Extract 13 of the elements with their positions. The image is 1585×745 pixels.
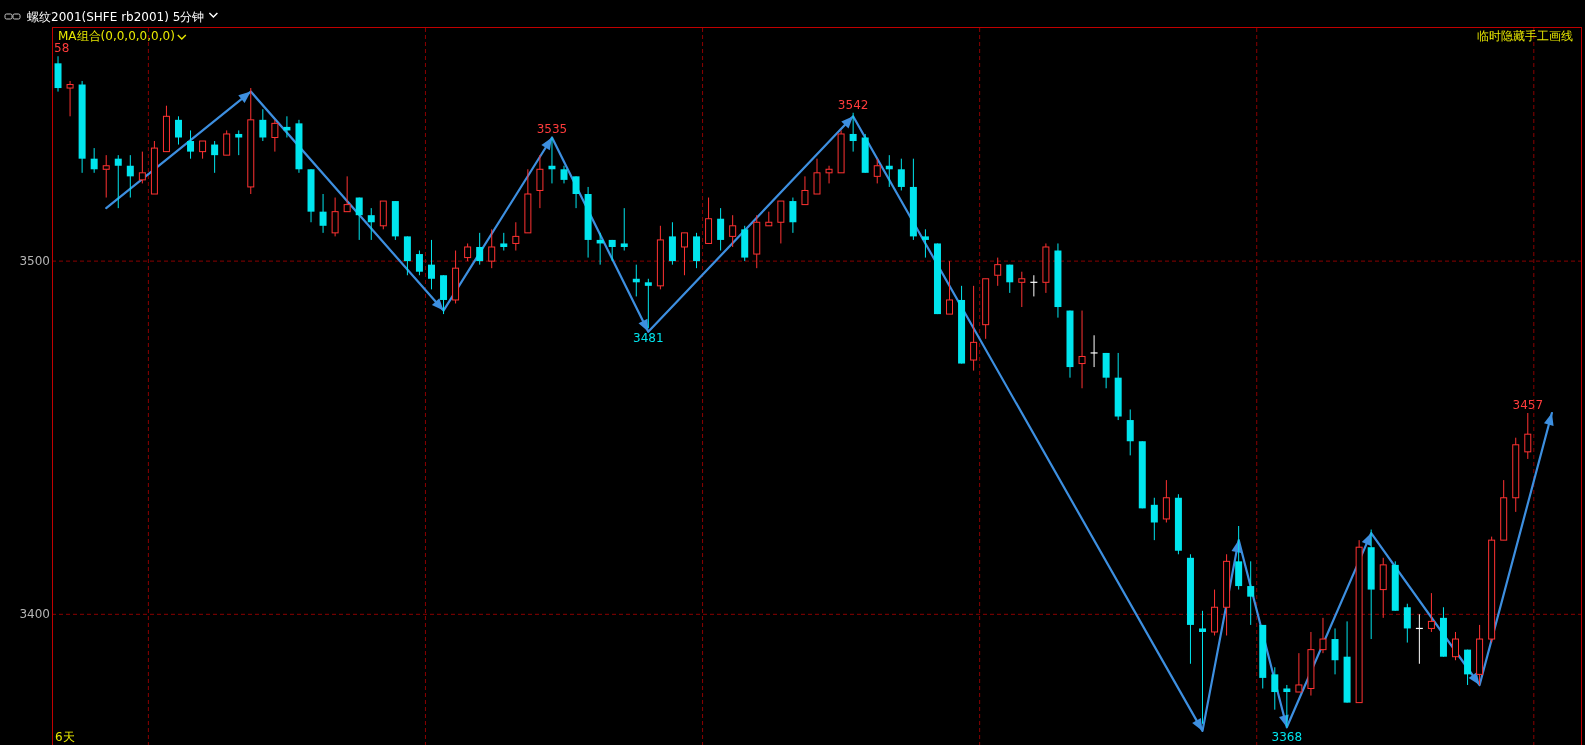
- y-tick-label: 3500: [19, 254, 50, 269]
- annotation: 临时隐藏手工画线: [1477, 29, 1573, 43]
- chart-title: 螺纹2001(SHFE rb2001) 5分钟: [27, 10, 205, 24]
- annotation: 3481: [633, 331, 664, 346]
- annotation: 3535: [536, 122, 568, 137]
- y-tick-label: 3400: [19, 607, 50, 622]
- annotation: 58: [54, 41, 70, 56]
- annotation: 6天: [55, 730, 75, 744]
- line-series: [105, 90, 1553, 732]
- annotation: 3368: [1271, 730, 1303, 745]
- annotation: 3542: [837, 97, 869, 112]
- chart-subtitle: MA组合(0,0,0,0,0,0): [58, 29, 175, 43]
- annotation: 3457: [1512, 397, 1544, 412]
